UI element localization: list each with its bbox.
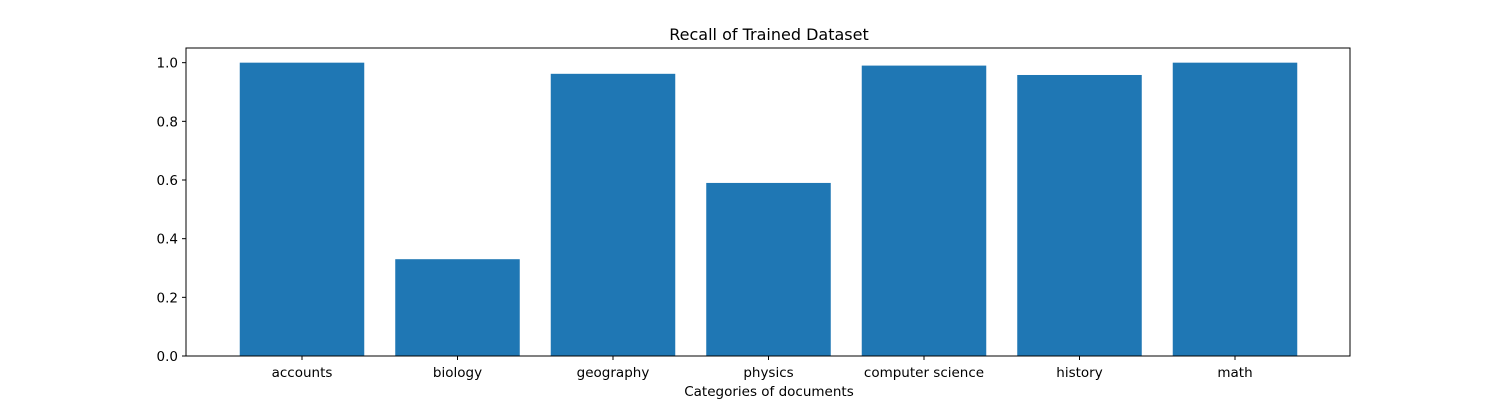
bars-group [239,62,1298,357]
x-tick-label: biology [433,365,482,381]
bar-biology [395,259,520,356]
x-tick-label: geography [577,365,650,381]
x-tick-label: accounts [272,365,333,381]
x-tick-label: math [1217,365,1252,381]
x-axis-label: Categories of documents [684,384,854,400]
bar-history [1017,74,1142,356]
bar-computer-science [861,65,987,356]
x-tick-label: history [1056,365,1102,381]
chart-title: Recall of Trained Dataset [669,25,868,44]
bar-math [1172,62,1298,357]
y-tick-label: 0.8 [157,114,178,130]
bar-physics [706,182,831,356]
x-axis: accounts biology geography physics computer … [272,356,1253,381]
y-tick-label: 0.2 [157,290,178,306]
x-tick-label: physics [743,365,793,381]
y-tick-label: 0.0 [157,349,178,365]
bar-geography [550,73,676,357]
y-axis: 0.0 0.2 0.4 0.6 0.8 1.0 [157,56,186,365]
y-tick-label: 0.4 [157,232,178,248]
x-tick-label: computer science [864,365,984,381]
y-tick-label: 1.0 [157,56,178,72]
plot-frame [185,47,1351,357]
y-tick-label: 0.6 [157,173,178,189]
bar-accounts [239,62,365,357]
